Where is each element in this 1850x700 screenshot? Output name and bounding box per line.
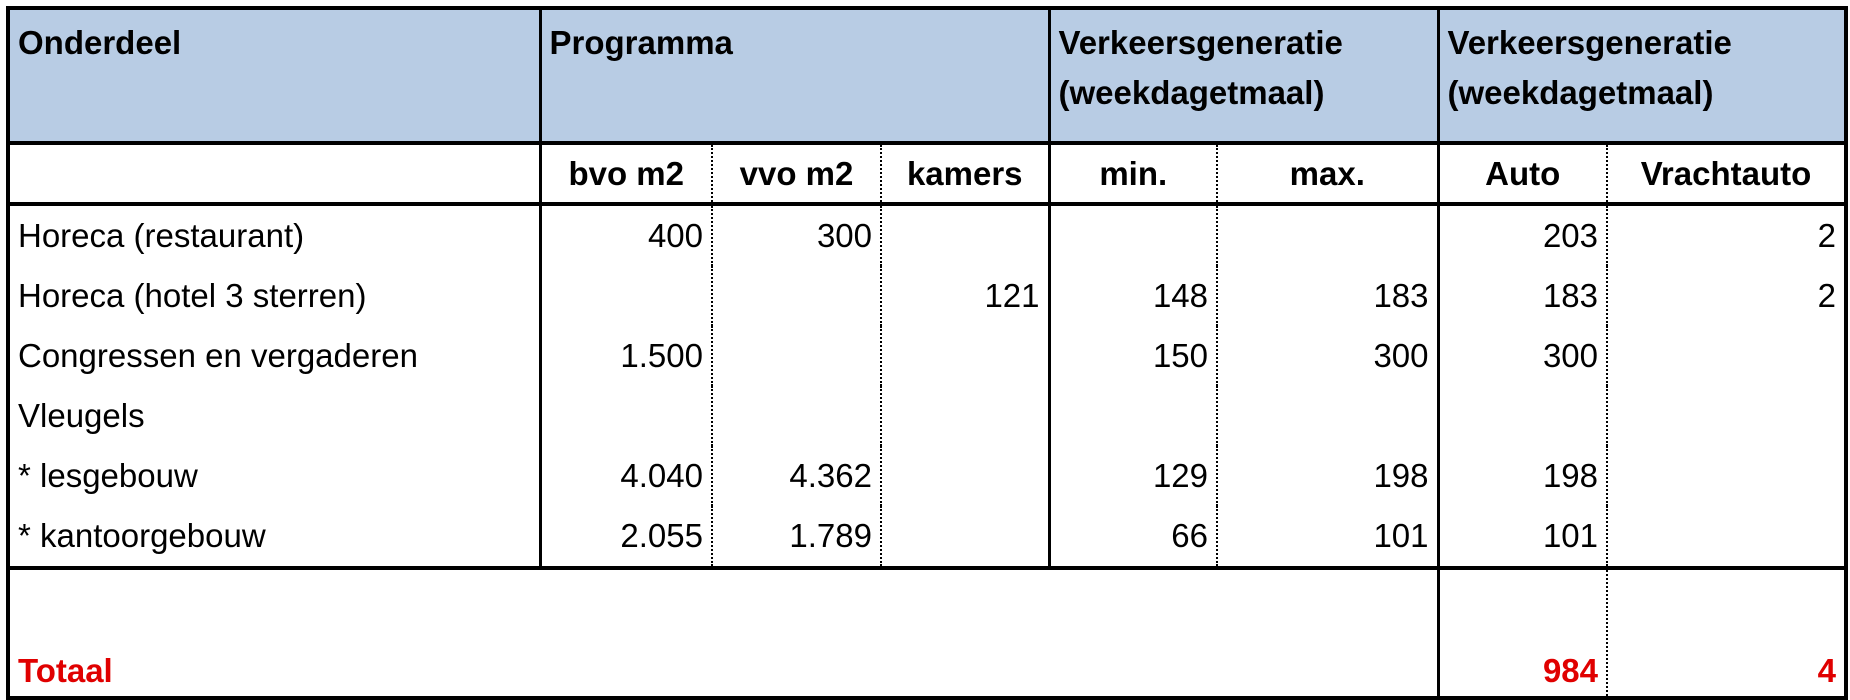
total-label: Totaal [8,566,1438,698]
data-cell [880,386,1049,446]
data-cell: 183 [1216,266,1438,326]
data-cell [1606,386,1846,446]
subheader-cell: min. [1047,143,1217,206]
header-cell: Onderdeel [6,8,540,145]
header-line: (weekdagetmaal) [1447,74,1714,111]
total-row: Totaal 984 4 [8,566,1846,698]
data-cell: * kantoorgebouw [18,517,266,554]
data-cell: Horeca (restaurant) [18,217,305,254]
data-cell [1606,446,1846,506]
data-cell [880,204,1049,266]
data-cell: 129 [1047,446,1217,506]
data-cell: 101 [1436,506,1607,568]
data-cell: 148 [1047,266,1217,326]
data-cell: 4.040 [538,446,712,506]
header-line: Onderdeel [18,24,182,61]
data-cell: 4.362 [711,446,881,506]
data-cell: 121 [880,266,1049,326]
data-cell [1216,204,1438,266]
data-cell: 66 [1047,506,1217,568]
total-auto: 984 [1436,566,1607,698]
subheader-cell: Auto [1436,143,1607,206]
header-cell: Programma [538,8,1049,145]
data-row: * kantoorgebouw 2.055 1.789 66 101 101 [8,506,1846,568]
data-cell: Vleugels [18,397,145,434]
data-row: Horeca (restaurant) 400 300 203 2 [8,204,1846,266]
data-cell [880,326,1049,386]
header-line: (weekdagetmaal) [1058,74,1325,111]
subheader-cell: kamers [880,143,1049,206]
data-cell [711,386,881,446]
table-body: Onderdeel Programma Verkeersgeneratie (week… [6,8,1846,698]
data-cell: 198 [1216,446,1438,506]
data-cell: 1.500 [538,326,712,386]
data-cell [1436,386,1607,446]
total-vrachtauto: 4 [1606,566,1846,698]
data-row: Horeca (hotel 3 sterren) 121 148 183 183 2 [8,266,1846,326]
header-cell: Verkeersgeneratie (weekdagetmaal) [1436,8,1846,145]
data-cell: 2 [1606,266,1846,326]
data-cell: 2 [1606,204,1846,266]
data-cell [538,386,712,446]
data-cell: 2.055 [538,506,712,568]
subheader-row: bvo m2 vvo m2 kamers min. max. Auto Vrachtauto [8,143,1846,206]
data-cell [538,266,712,326]
header-line: Verkeersgeneratie [1058,24,1343,61]
data-cell [1216,386,1438,446]
data-cell: 198 [1436,446,1607,506]
data-row: * lesgebouw 4.040 4.362 129 198 198 [8,446,1846,506]
header-row: Onderdeel Programma Verkeersgeneratie (week… [6,8,1846,145]
subheader-cell: bvo m2 [538,143,712,206]
subheader-cell: vvo m2 [711,143,881,206]
data-cell [1047,204,1217,266]
data-cell [711,266,881,326]
header-line: Verkeersgeneratie [1447,24,1732,61]
data-cell: 1.789 [711,506,881,568]
data-cell [880,446,1049,506]
data-cell [1606,506,1846,568]
data-cell [880,506,1049,568]
data-cell: 150 [1047,326,1217,386]
data-cell [711,326,881,386]
data-cell: 300 [711,204,881,266]
subheader-cell [8,143,540,206]
data-cell [1606,326,1846,386]
data-cell: 300 [1216,326,1438,386]
data-cell: Congressen en vergaderen [18,337,418,374]
data-cell: 400 [538,204,712,266]
data-cell: 101 [1216,506,1438,568]
data-cell: Horeca (hotel 3 sterren) [18,277,367,314]
header-cell: Verkeersgeneratie (weekdagetmaal) [1047,8,1438,145]
data-cell: 203 [1436,204,1607,266]
data-cell: 300 [1436,326,1607,386]
data-cell: 183 [1436,266,1607,326]
subheader-cell: Vrachtauto [1606,143,1846,206]
subheader-cell: max. [1216,143,1438,206]
data-cell [1047,386,1217,446]
data-row: Vleugels [8,386,1846,446]
traffic-table: Onderdeel Programma Verkeersgeneratie (week… [6,6,1848,700]
header-line: Programma [549,24,733,61]
data-cell: * lesgebouw [18,457,198,494]
data-row: Congressen en vergaderen 1.500 150 300 300 [8,326,1846,386]
